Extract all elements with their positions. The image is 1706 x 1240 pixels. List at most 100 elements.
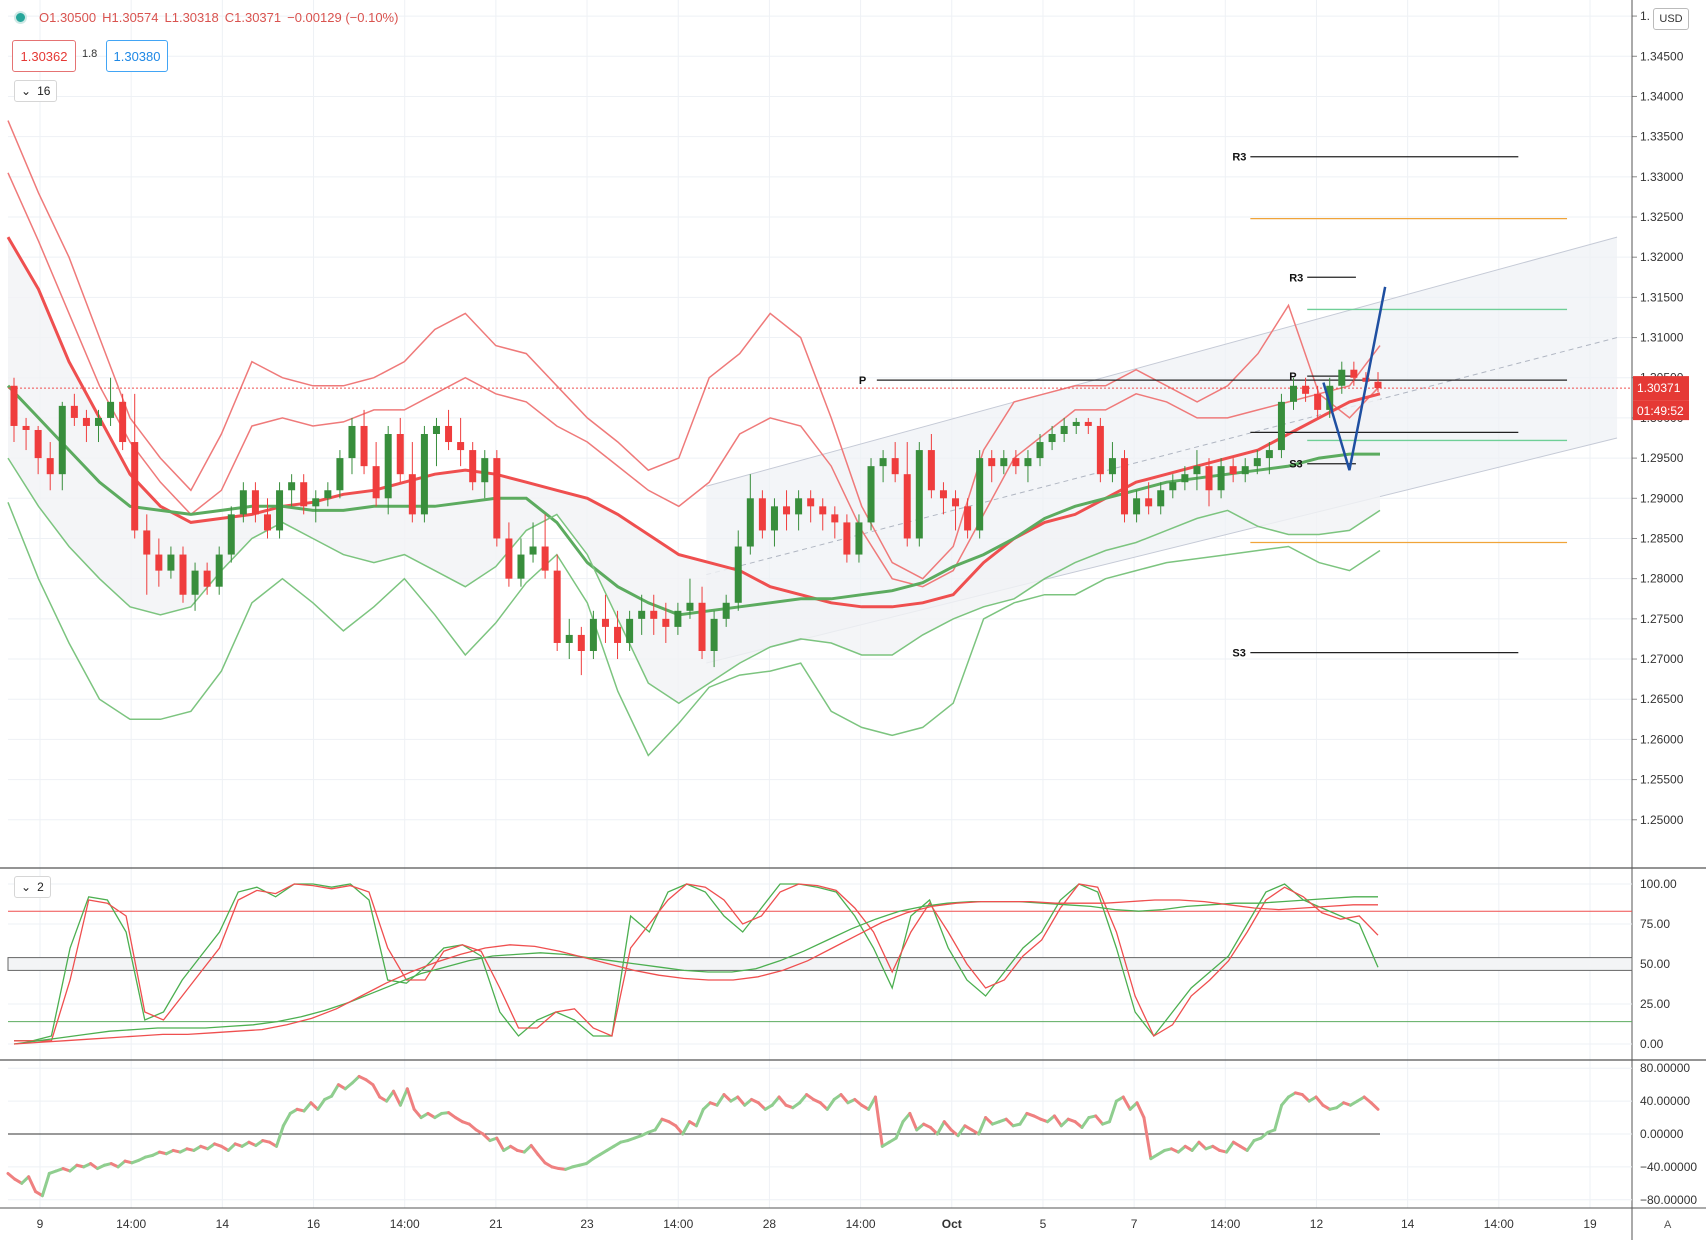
x-tick-label: 12 [1310, 1217, 1324, 1231]
currency-label[interactable]: USD [1653, 8, 1689, 30]
mom-segment [929, 1125, 939, 1136]
mom-segment [1300, 1093, 1311, 1103]
spread-value: 1.8 [82, 48, 98, 60]
x-tick-label: 7 [1131, 1217, 1138, 1231]
candle-body [300, 482, 308, 507]
candle-body [1012, 458, 1020, 467]
candle-body [662, 618, 670, 627]
candle-body [1024, 458, 1032, 467]
mom-segment [1369, 1101, 1380, 1111]
candle-body [46, 458, 54, 475]
y-tick-label: 1.31500 [1640, 290, 1684, 304]
candle-body [263, 514, 271, 531]
price-pane-badge: 16 [37, 84, 51, 98]
x-tick-label: 14:00 [390, 1217, 420, 1231]
mom-segment [1280, 1095, 1291, 1107]
chevron-down-icon: ⌄ [21, 880, 32, 894]
mom-segment [1052, 1114, 1063, 1128]
mom-segment [495, 1136, 506, 1152]
mom-segment [316, 1097, 327, 1111]
mom-segment [984, 1116, 994, 1126]
candle-body [710, 618, 718, 651]
y-tick-label: 1.34000 [1640, 89, 1684, 103]
sell-button[interactable]: 1.30362 [12, 40, 76, 72]
candle-body [891, 458, 899, 475]
x-tick-label: 28 [763, 1217, 777, 1231]
mom-y-tick-label: 40.00000 [1640, 1094, 1690, 1108]
mom-segment [1004, 1117, 1015, 1128]
candle-body [58, 405, 66, 475]
candle-body [481, 458, 489, 483]
candle-body [1193, 466, 1201, 475]
candle-body [215, 554, 223, 587]
mom-segment [529, 1144, 540, 1157]
candle-body [155, 554, 163, 571]
mom-segment [281, 1111, 292, 1128]
mom-segment [942, 1120, 953, 1132]
x-tick-label: 14 [216, 1217, 230, 1231]
candle-body [698, 602, 706, 651]
oscillator-pane-indicators-toggle[interactable]: ⌄ 2 [14, 876, 51, 898]
band-line-upper_mid [7, 172, 1381, 588]
candle-body [807, 498, 815, 507]
mom-segment [894, 1120, 905, 1140]
mom-segment [681, 1120, 692, 1136]
candle-body [312, 498, 320, 507]
osc-y-tick-label: 100.00 [1640, 877, 1677, 891]
x-tick-label: 14:00 [846, 1217, 876, 1231]
mom-segment [873, 1095, 884, 1148]
candle-body [976, 458, 984, 531]
price-pane-indicators-toggle[interactable]: ⌄ 16 [14, 80, 58, 102]
y-tick-label: 1.26500 [1640, 692, 1684, 706]
buy-button[interactable]: 1.30380 [106, 40, 168, 72]
candle-body [626, 618, 634, 643]
mom-segment [412, 1107, 423, 1120]
candle-body [251, 490, 259, 515]
candle-body [469, 450, 477, 483]
mom-segment [736, 1095, 747, 1107]
y-tick-label: 1.32500 [1640, 210, 1684, 224]
candle-body [650, 610, 658, 619]
candle-body [770, 506, 778, 531]
mom-segment [522, 1144, 533, 1154]
mom-segment [722, 1093, 733, 1103]
mom-segment [1135, 1101, 1146, 1120]
auto-scale-button: A [1664, 1219, 1672, 1231]
y-tick-label: 1.25500 [1640, 773, 1684, 787]
y-tick-label: 1.27500 [1640, 612, 1684, 626]
candle-body [1374, 381, 1382, 389]
ohlc-change: −0.00129 (−0.10%) [287, 10, 399, 25]
mom-y-tick-label: 80.00000 [1640, 1061, 1690, 1075]
y-tick-label: 1.28000 [1640, 572, 1684, 586]
mom-segment [309, 1101, 320, 1111]
candle-body [927, 450, 935, 491]
band-cloud-fill [8, 237, 1380, 704]
mom-segment [1225, 1140, 1235, 1154]
mom-segment [818, 1101, 829, 1111]
mom-segment [1018, 1111, 1029, 1126]
y-tick-label: 1.27000 [1640, 652, 1684, 666]
y-tick-label: 1.29000 [1640, 491, 1684, 505]
pivot-label: S3 [1232, 648, 1245, 660]
osc-series-line [13, 896, 1378, 1045]
mom-segment [302, 1101, 313, 1113]
mom-segment [20, 1175, 31, 1185]
chevron-down-icon: ⌄ [21, 84, 32, 98]
mom-segment [1059, 1117, 1070, 1128]
candle-body [191, 570, 199, 595]
candle-body [795, 498, 803, 515]
candle-body [601, 618, 609, 627]
ohlc-open: O1.30500 [39, 10, 97, 25]
candle-body [783, 506, 791, 515]
candle-body [360, 425, 368, 467]
mom-segment [1273, 1103, 1284, 1132]
candle-body [94, 417, 102, 426]
candle-body [614, 626, 622, 643]
symbol-status-icon [14, 11, 27, 24]
countdown-label: 01:49:52 [1637, 404, 1684, 418]
candle-body [1048, 434, 1056, 443]
candle-body [107, 401, 115, 418]
candle-body [408, 474, 416, 515]
candle-body [203, 570, 211, 587]
y-tick-label: 1.34500 [1640, 49, 1684, 63]
